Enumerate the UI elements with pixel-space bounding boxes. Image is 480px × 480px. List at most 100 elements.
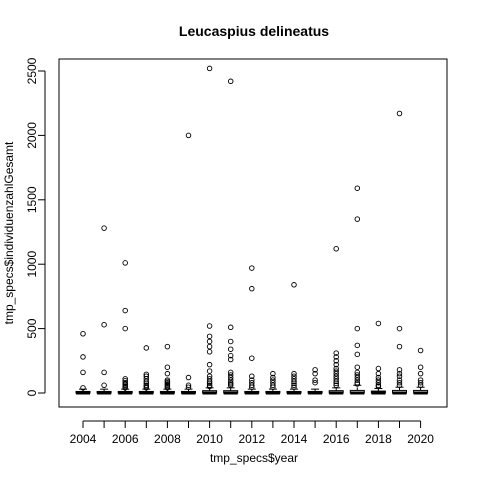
outlier-point [333, 368, 339, 374]
outlier-point [80, 331, 86, 337]
outlier-point [270, 382, 276, 389]
outlier-point [396, 370, 403, 377]
outlier-point [270, 377, 276, 383]
outlier-point [101, 321, 107, 328]
outlier-point [80, 385, 86, 391]
outlier-point [101, 382, 107, 389]
outlier-point [333, 382, 339, 389]
outlier-point [333, 378, 339, 385]
boxes-group [75, 65, 429, 395]
outlier-point [417, 347, 424, 354]
outlier-point [249, 355, 255, 361]
box-2009 [181, 132, 196, 395]
outlier-point [206, 65, 213, 72]
outlier-point [354, 185, 361, 191]
x-tick-label: 2004 [70, 432, 97, 446]
outlier-point [396, 373, 403, 380]
x-tick-label: 2020 [407, 432, 434, 446]
outlier-point [375, 379, 382, 386]
outlier-point [312, 370, 318, 377]
y-tick-label: 1000 [25, 251, 39, 278]
outlier-point [312, 377, 318, 383]
x-axis: 2004 2006 2008 2010 2012 2014 2016 2018 2020 [70, 420, 434, 446]
outlier-point [417, 379, 424, 386]
outlier-point [396, 382, 403, 389]
x-tick-label: 2010 [196, 432, 223, 446]
box-2008 [159, 343, 175, 395]
outlier-point [185, 374, 192, 381]
y-tick-label: 2500 [25, 57, 39, 84]
outlier-point [354, 364, 361, 370]
outlier-point [227, 382, 234, 389]
outlier-point [227, 377, 234, 383]
outlier-point [206, 349, 213, 355]
outlier-point [291, 380, 297, 387]
box-2011 [223, 78, 239, 395]
outlier-point [270, 370, 276, 377]
outlier-point [375, 365, 382, 372]
outlier-point [417, 370, 424, 377]
outlier-point [249, 382, 255, 389]
x-tick-label: 2016 [323, 432, 350, 446]
x-axis-label: tmp_specs$year [210, 451, 298, 465]
outlier-point [312, 367, 318, 373]
outlier-point [333, 380, 339, 387]
outlier-point [164, 370, 171, 377]
x-tick-label: 2012 [238, 432, 265, 446]
outlier-point [122, 260, 128, 266]
outlier-point [143, 385, 150, 391]
box-2020 [413, 347, 429, 395]
outlier-point [206, 333, 213, 340]
box-2016 [328, 245, 344, 395]
outlier-point [291, 370, 297, 377]
outlier-point [249, 285, 255, 292]
outlier-point [143, 373, 150, 380]
outlier-point [375, 320, 382, 327]
outlier-point [206, 338, 213, 345]
outlier-point [227, 346, 234, 352]
outlier-point [291, 282, 297, 288]
box-2019 [392, 110, 407, 395]
outlier-point [206, 368, 213, 374]
y-tick-label: 2000 [25, 122, 39, 149]
outlier-point [354, 342, 361, 349]
outlier-point [333, 361, 339, 368]
outlier-point [354, 374, 361, 381]
outlier-point [417, 382, 424, 389]
outlier-point [333, 373, 339, 380]
outlier-point [417, 377, 424, 383]
outlier-point [206, 380, 213, 387]
outlier-point [333, 365, 339, 372]
outlier-point [249, 265, 255, 271]
box-2012 [244, 265, 260, 395]
box-2006 [117, 260, 133, 395]
outlier-point [396, 325, 403, 332]
outlier-point [312, 379, 318, 386]
outlier-point [143, 345, 150, 351]
x-tick-label: 2008 [154, 432, 181, 446]
x-tick-label: 2018 [365, 432, 392, 446]
outlier-point [206, 373, 213, 380]
outlier-point [122, 307, 128, 314]
outlier-point [249, 373, 255, 380]
box-2018 [370, 320, 386, 395]
y-axis: 0 500 1000 1500 2000 2500 [25, 57, 46, 396]
outlier-point [249, 384, 255, 390]
outlier-point [333, 350, 339, 356]
box-2014 [286, 282, 302, 395]
outlier-point [227, 374, 234, 381]
outlier-point [122, 385, 128, 391]
outlier-point [227, 372, 234, 378]
outlier-point [80, 369, 86, 376]
outlier-point [354, 381, 361, 387]
outlier-point [227, 369, 234, 376]
x-tick-label: 2006 [112, 432, 139, 446]
outlier-point [164, 385, 171, 391]
outlier-point [291, 382, 297, 389]
outlier-point [396, 343, 403, 350]
outlier-point [333, 354, 339, 360]
outlier-point [164, 364, 171, 370]
outlier-point [354, 216, 361, 222]
outlier-point [101, 369, 107, 376]
